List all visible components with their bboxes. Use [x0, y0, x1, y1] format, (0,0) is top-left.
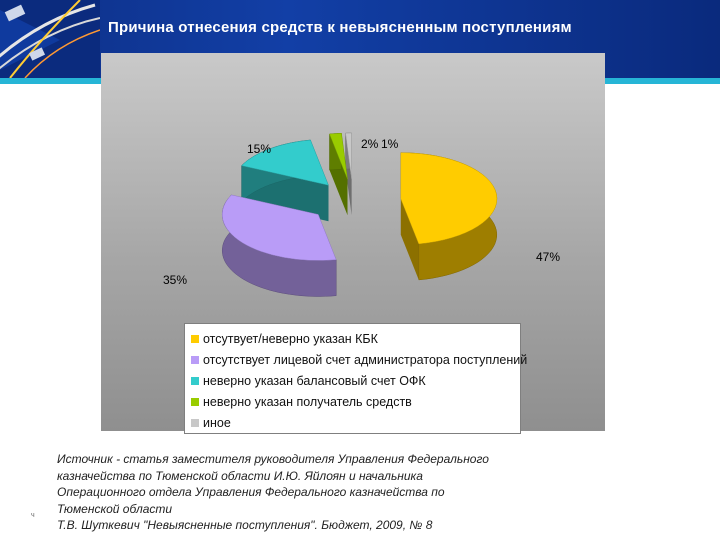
legend-swatch: [191, 418, 199, 427]
pie-slice: [241, 139, 329, 222]
source-line: Источник - статья заместителя руководите…: [57, 452, 489, 466]
legend-swatch: [191, 355, 199, 364]
source-line: Т.В. Шуткевич "Невыясненные поступления"…: [57, 518, 433, 532]
pie-slice: [221, 194, 337, 297]
pie-slice-label: 47%: [536, 250, 560, 264]
pie-slice-label: 15%: [247, 142, 271, 156]
decorative-logo-art: [0, 0, 100, 78]
pie-slice-label: 2%: [361, 137, 379, 151]
source-line: Тюменской области: [57, 501, 173, 516]
pie-slice: [329, 133, 348, 216]
legend-label: неверно указан балансовый счет ОФК: [203, 373, 426, 388]
legend-item: неверно указан получатель средств: [191, 391, 520, 412]
legend-item: неверно указан балансовый счет ОФК: [191, 370, 520, 391]
legend-item: иное: [191, 412, 520, 433]
footnote-mark: ч: [31, 512, 35, 519]
legend-swatch: [191, 334, 199, 343]
pie-chart: 47% 35% 15% 2% 1%: [163, 132, 560, 297]
legend-item: отсутствует лицевой счет администратора …: [191, 349, 527, 370]
legend-label: отсутвует/неверно указан КБК: [203, 331, 378, 346]
legend-item: отсутвует/неверно указан КБК: [191, 328, 520, 349]
pie-slice-label: 35%: [163, 273, 187, 287]
source-citation: Источник - статья заместителя руководите…: [57, 451, 617, 534]
legend-swatch: [191, 376, 199, 385]
legend-label: иное: [203, 415, 231, 430]
legend-label: неверно указан получатель средств: [203, 394, 412, 409]
source-line: казначейства по Тюменской области И.Ю. Я…: [57, 468, 423, 483]
legend-label: отсутствует лицевой счет администратора …: [203, 352, 528, 367]
pie-slice-label: 1%: [381, 137, 399, 151]
pie-slice: [400, 152, 498, 281]
chart-legend: отсутвует/неверно указан КБК отсутствует …: [184, 323, 527, 434]
slide-title: Причина отнесения средств к невыясненным…: [108, 19, 572, 36]
pie-slice: [345, 132, 352, 216]
chart-area: 47% 35% 15% 2% 1% отсутвует/неверно указан К…: [101, 53, 605, 434]
legend-swatch: [191, 397, 199, 406]
source-line: Операционного отдела Управления Федераль…: [57, 485, 445, 499]
